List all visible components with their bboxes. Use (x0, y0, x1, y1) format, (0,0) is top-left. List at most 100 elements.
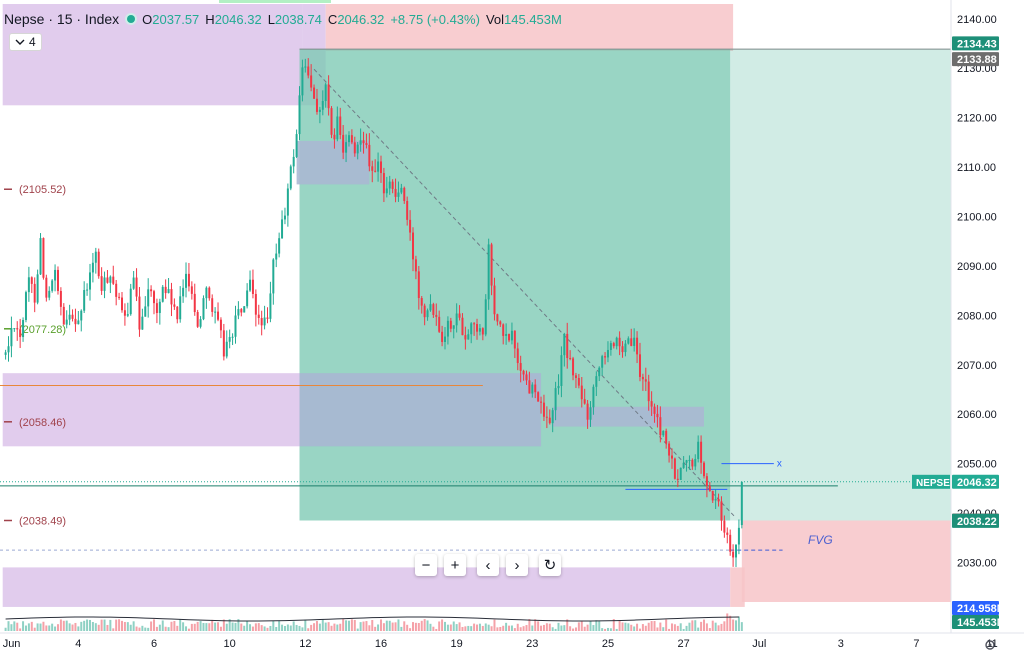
zoom-out-button[interactable]: − (415, 554, 437, 576)
volume-bar (720, 623, 723, 631)
close-value: 2046.32 (337, 11, 385, 27)
candle-body (7, 346, 10, 353)
volume-bar (473, 623, 476, 631)
candle-body (164, 286, 167, 294)
volume-bar (144, 627, 147, 631)
candle-body (525, 374, 528, 381)
candle-body (566, 333, 569, 359)
volume-bar (394, 622, 397, 631)
volume-bar (449, 624, 452, 631)
candle-body (574, 375, 577, 378)
volume-bar (438, 621, 441, 631)
volume-bar (272, 620, 275, 631)
volume-bar (304, 619, 307, 631)
scroll-right-button[interactable]: › (506, 554, 528, 576)
volume-bar (668, 628, 671, 631)
volume-bar (243, 625, 246, 631)
volume-bar (362, 621, 365, 631)
volume-bar (563, 625, 566, 631)
volume-bar (321, 619, 324, 631)
volume-bar (644, 625, 647, 631)
zoom-in-button[interactable]: + (444, 554, 466, 576)
candle-body (641, 376, 644, 380)
y-tick-label: 2030.00 (957, 557, 997, 569)
candle-body (109, 276, 112, 283)
last-price-tag: 2046.32 (957, 477, 997, 489)
volume-bar (577, 622, 580, 631)
volume-bar (679, 623, 682, 631)
volume-bar (505, 622, 508, 631)
candle-body (583, 399, 586, 404)
volume-bar (580, 621, 583, 631)
candle-body (650, 401, 653, 407)
candle-body (717, 499, 720, 502)
candle-body (633, 337, 636, 346)
volume-bar (633, 626, 636, 631)
volume-bar (307, 628, 310, 631)
volume-bar (318, 623, 321, 631)
volume-bar (740, 622, 743, 631)
candle-body (528, 380, 531, 394)
volume-bar (301, 627, 304, 631)
candle-body (144, 306, 147, 317)
order-block-zone (552, 406, 704, 427)
volume-bar (263, 626, 266, 631)
candle-body (263, 317, 266, 326)
settings-gear-icon[interactable] (985, 640, 995, 650)
candle-body (222, 330, 225, 357)
candle-body (257, 314, 260, 318)
volume-bar (83, 620, 86, 631)
volume-bar (62, 620, 65, 631)
volume-bar (551, 627, 554, 631)
y-tick-label: 2060.00 (957, 409, 997, 421)
candle-body (350, 135, 353, 143)
candle-body (691, 459, 694, 467)
candle-body (345, 142, 348, 153)
volume-bar (208, 623, 211, 631)
volume-bar (446, 624, 449, 631)
candle-body (659, 417, 662, 436)
volume-bar (414, 622, 417, 631)
candle-body (19, 329, 22, 338)
candle-body (476, 324, 479, 332)
candle-body (121, 297, 123, 311)
purple-zone (2, 4, 303, 106)
volume-bar (729, 615, 732, 631)
candle-body (74, 318, 77, 325)
target-level-tag: 2133.88 (957, 54, 997, 66)
target-price-tag: 2134.43 (957, 38, 997, 50)
candle-body (62, 306, 65, 325)
volume-bar (531, 625, 534, 631)
symbol-title[interactable]: Nepse · 15 · Index (4, 11, 120, 27)
x-tick-label: 3 (838, 638, 844, 650)
candle-body (88, 272, 91, 290)
volume-bar (420, 620, 423, 631)
candle-body (441, 331, 444, 342)
candle-body (45, 277, 48, 298)
volume-bar (199, 621, 202, 631)
open-value: 2037.57 (152, 11, 200, 27)
scroll-left-button[interactable]: ‹ (477, 554, 499, 576)
candle-body (464, 335, 467, 340)
x-tick-label: Jul (752, 638, 766, 650)
volume-bar (676, 625, 679, 631)
candle-body (176, 306, 179, 320)
time-axis[interactable] (0, 633, 1024, 658)
candle-body (324, 84, 327, 102)
volume-bar (496, 627, 499, 631)
candle-body (720, 501, 723, 521)
candle-body (86, 289, 89, 291)
candle-body (283, 215, 286, 220)
indicators-toggle-button[interactable]: 4 (9, 33, 42, 51)
candle-body (705, 476, 708, 487)
volume-bar (388, 620, 391, 631)
price-axis[interactable] (951, 0, 1024, 658)
volume-bar (371, 620, 374, 631)
candle-body (409, 219, 412, 233)
candle-body (679, 467, 682, 480)
reset-chart-button[interactable]: ↻ (539, 554, 561, 576)
candle-body (615, 337, 618, 347)
volume-bar (476, 624, 479, 631)
